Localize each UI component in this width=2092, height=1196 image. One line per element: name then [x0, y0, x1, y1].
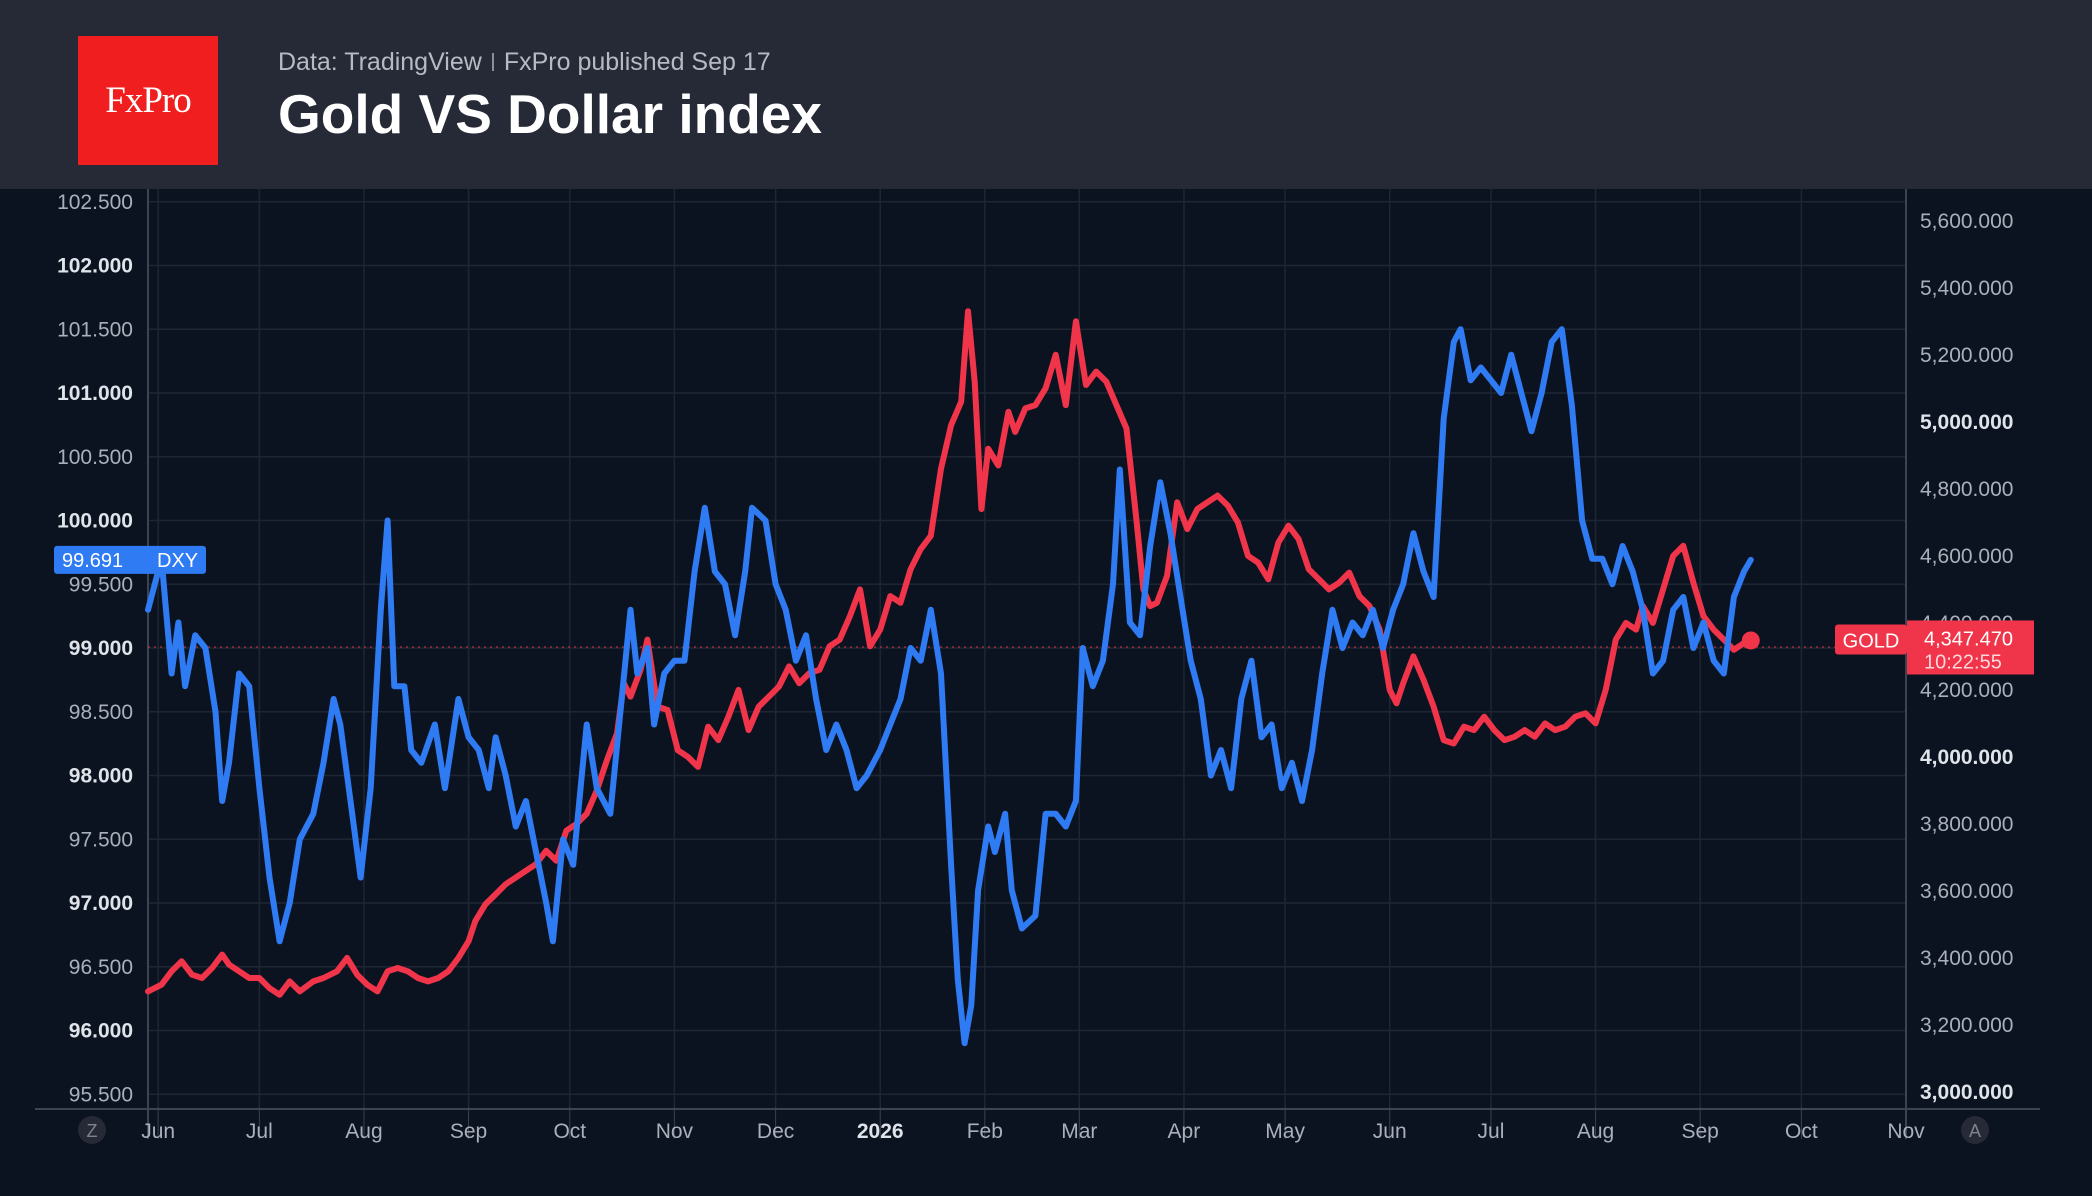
- right-tick-label: 5,200.000: [1920, 344, 2013, 367]
- gold-price-badge: [1907, 620, 2034, 675]
- left-tick-label: 100.500: [57, 446, 133, 469]
- left-tick-label: 99.500: [69, 573, 133, 596]
- fxpro-logo: FxPro: [78, 36, 218, 165]
- x-tick-label: Aug: [1577, 1120, 1614, 1143]
- right-tick-label: 5,000.000: [1920, 411, 2013, 434]
- x-tick-label: Oct: [553, 1120, 586, 1143]
- left-tick-label: 96.500: [69, 956, 133, 979]
- dxy-label: DXY: [157, 550, 198, 572]
- right-tick-label: 5,600.000: [1920, 210, 2013, 233]
- left-tick-label: 97.500: [69, 828, 133, 851]
- left-axis: 102.500 102.000 101.500 101.000 100.500 100.0…: [57, 191, 133, 1107]
- x-tick-label: Jun: [1373, 1120, 1407, 1143]
- zoom-reset-label: Z: [87, 1121, 98, 1141]
- left-tick-label: 102.500: [57, 191, 133, 214]
- left-tick-label: 98.000: [69, 765, 133, 788]
- auto-scale-button[interactable]: [1961, 1116, 1989, 1144]
- left-tick-label: 101.500: [57, 318, 133, 341]
- left-tick-label: 95.500: [69, 1083, 133, 1106]
- header: FxPro Data: TradingView FxPro published S…: [0, 0, 2092, 189]
- separator: [491, 53, 494, 71]
- x-tick-label: Jul: [246, 1120, 273, 1143]
- x-tick-label: Jul: [1478, 1120, 1505, 1143]
- series-layer: [145, 308, 1760, 1047]
- x-tick-label: Mar: [1061, 1120, 1097, 1143]
- left-tick-label: 98.500: [69, 701, 133, 724]
- source-text: Data: TradingView: [278, 48, 482, 76]
- right-tick-label: 3,200.000: [1920, 1014, 2013, 1037]
- right-tick-label: 4,800.000: [1920, 478, 2013, 501]
- right-tick-label: 4,000.000: [1920, 746, 2013, 769]
- left-tick-label: 97.000: [69, 892, 133, 915]
- dxy-badge: [54, 545, 206, 574]
- gold-countdown: 10:22:55: [1924, 651, 2002, 673]
- series-line-dxy: [145, 326, 1754, 1047]
- x-tick-label: Nov: [1887, 1120, 1925, 1143]
- series-line-gold: [145, 308, 1754, 998]
- left-tick-label: 99.000: [69, 637, 133, 660]
- chart-area[interactable]: 102.500 102.000 101.500 101.000 100.500 100.0…: [0, 189, 2092, 1196]
- left-tick-label: 102.000: [57, 255, 133, 278]
- gold-last-value: 4,347.470: [1924, 628, 2013, 650]
- gold-label-badge: [1835, 624, 1907, 655]
- x-tick-label: Sep: [1681, 1120, 1718, 1143]
- auto-scale-label: A: [1969, 1121, 1981, 1141]
- x-axis: Jun Jul Aug Sep Oct Nov Dec 2026 Feb Mar Apr May Jun…: [141, 1120, 1925, 1143]
- gold-last-point: [1741, 631, 1760, 650]
- grid: [35, 189, 2040, 1139]
- left-tick-label: 100.000: [57, 510, 133, 533]
- x-tick-label: Feb: [967, 1120, 1003, 1143]
- right-tick-label: 4,600.000: [1920, 545, 2013, 568]
- left-tick-label: 96.000: [69, 1020, 133, 1043]
- x-tick-label: Nov: [656, 1120, 694, 1143]
- right-tick-label: 3,600.000: [1920, 880, 2013, 903]
- x-tick-label: Apr: [1168, 1120, 1201, 1143]
- right-tick-label: 3,400.000: [1920, 947, 2013, 970]
- right-tick-label: 3,800.000: [1920, 813, 2013, 836]
- right-tick-label: 5,400.000: [1920, 277, 2013, 300]
- chart-title: Gold VS Dollar index: [278, 83, 822, 145]
- zoom-reset-button[interactable]: [78, 1116, 106, 1144]
- right-tick-label: 4,200.000: [1920, 679, 2013, 702]
- left-tick-label: 101.000: [57, 382, 133, 405]
- published-text: FxPro published Sep 17: [503, 48, 771, 76]
- x-tick-label: Aug: [345, 1120, 382, 1143]
- gold-label: GOLD: [1843, 630, 1900, 652]
- footer-controls: Z A: [78, 1116, 1989, 1144]
- x-tick-label: 2026: [857, 1120, 904, 1143]
- x-tick-label: May: [1265, 1120, 1305, 1143]
- x-tick-label: Oct: [1785, 1120, 1818, 1143]
- x-tick-label: Dec: [757, 1120, 794, 1143]
- dxy-last-value: 99.691: [62, 550, 123, 572]
- chart-subtitle: Data: TradingView FxPro published Sep 17: [278, 48, 771, 77]
- x-tick-label: Jun: [141, 1120, 175, 1143]
- right-tick-label: 3,000.000: [1920, 1081, 2013, 1104]
- x-tick-label: Sep: [450, 1120, 487, 1143]
